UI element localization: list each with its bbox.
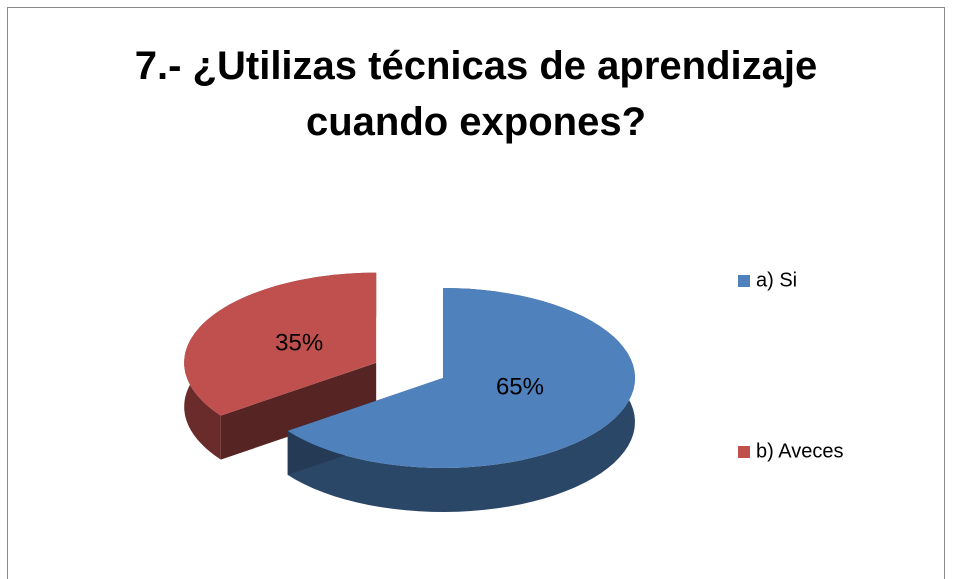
pie-slice [287,288,635,468]
data-label: 35% [275,330,323,357]
legend-swatch [738,275,750,287]
slice-side [220,362,377,460]
legend-label: a) Si [756,269,797,291]
legend-label: b) Aveces [756,440,843,462]
chart-title: 7.- ¿Utilizas técnicas de aprendizaje cu… [134,44,818,144]
pie-slice [184,272,377,416]
data-label: 65% [496,374,544,401]
legend-swatch [738,446,750,458]
